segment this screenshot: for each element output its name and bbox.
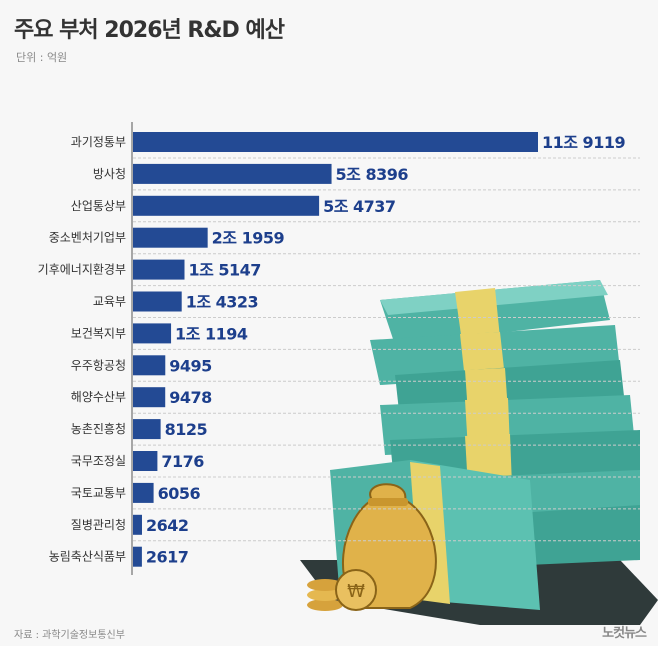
category-label: 보건복지부 — [71, 326, 126, 340]
bar — [133, 291, 182, 312]
category-label: 농촌진흥청 — [71, 422, 126, 436]
bar — [133, 227, 208, 248]
category-label: 국토교통부 — [71, 486, 126, 500]
unit-label: 단위 : 억원 — [16, 51, 68, 64]
bar — [133, 451, 158, 471]
bar — [133, 419, 161, 440]
category-label: 국무조정실 — [71, 454, 126, 468]
value-label: 1조 4323 — [186, 293, 258, 312]
bar — [133, 355, 166, 376]
value-label: 8125 — [165, 420, 208, 439]
bar — [133, 323, 172, 344]
category-label: 농림축산식품부 — [49, 550, 126, 564]
category-label: 기후에너지환경부 — [38, 263, 126, 277]
bar — [133, 132, 538, 152]
value-label: 9478 — [169, 388, 212, 407]
bar — [133, 387, 166, 408]
category-label: 해양수산부 — [71, 390, 126, 404]
svg-text:₩: ₩ — [347, 581, 365, 602]
category-label: 방사청 — [93, 167, 126, 181]
value-label: 1조 1194 — [175, 324, 248, 343]
value-label: 2617 — [146, 548, 189, 567]
bar — [133, 163, 332, 184]
category-label: 우주항공청 — [71, 358, 126, 372]
value-label: 11조 9119 — [542, 133, 625, 152]
bar — [133, 546, 142, 567]
bill-stack — [330, 280, 640, 610]
category-label: 교육부 — [93, 295, 126, 309]
category-label: 중소벤처기업부 — [49, 231, 126, 245]
category-label: 산업통상부 — [71, 199, 126, 213]
won-coin-icon: ₩ — [307, 569, 377, 611]
bar — [133, 514, 142, 535]
source-note: 자료 : 과학기술정보통신부 — [14, 630, 125, 641]
category-label: 과기정통부 — [71, 135, 126, 149]
value-label: 2642 — [146, 516, 189, 535]
value-label: 5조 8396 — [336, 165, 409, 184]
bar — [133, 195, 320, 216]
chart-title: 주요 부처 2026년 R&D 예산 — [14, 18, 285, 43]
bar — [133, 259, 185, 280]
value-label: 7176 — [161, 452, 204, 471]
value-label: 9495 — [169, 356, 212, 375]
category-label: 질병관리청 — [71, 518, 126, 532]
value-label: 2조 1959 — [212, 229, 285, 248]
value-label: 5조 4737 — [323, 197, 395, 216]
bar — [133, 482, 154, 503]
value-label: 6056 — [158, 484, 201, 503]
value-label: 1조 5147 — [188, 261, 260, 280]
logo: 노컷뉴스 — [602, 626, 647, 641]
